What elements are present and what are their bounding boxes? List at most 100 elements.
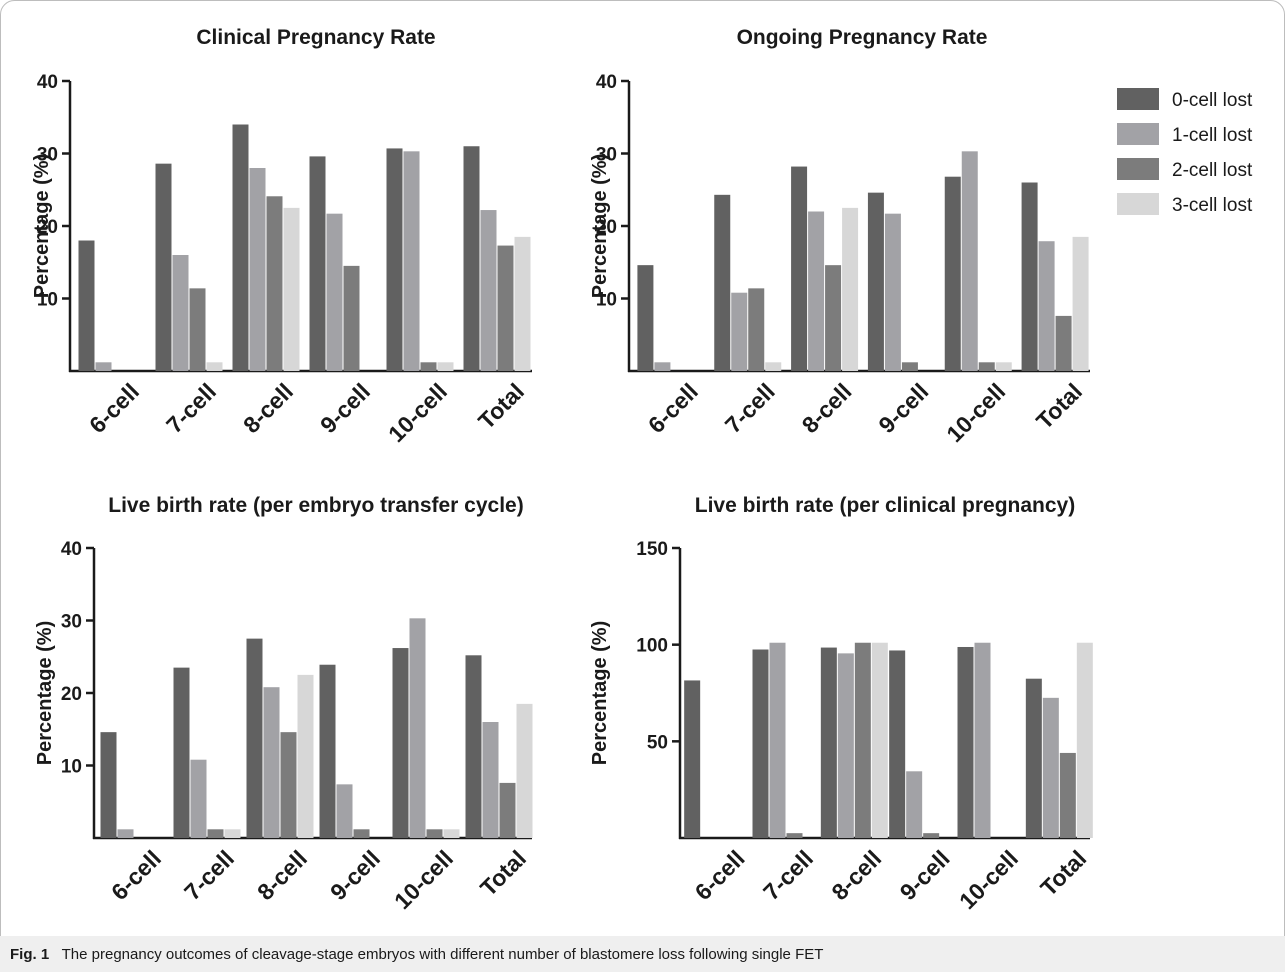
- bar: [280, 732, 297, 838]
- bar: [173, 667, 190, 838]
- bar: [499, 782, 516, 838]
- bar: [386, 148, 403, 371]
- bar: [752, 649, 769, 838]
- bar: [1021, 182, 1038, 371]
- bar: [309, 156, 326, 371]
- y-tick-label: 20: [61, 684, 82, 705]
- bar: [791, 166, 808, 371]
- legend-label: 3-cell lost: [1172, 195, 1253, 216]
- bar: [78, 240, 95, 371]
- y-tick-label: 20: [37, 217, 58, 238]
- y-axis-label: Percentage (%): [34, 621, 56, 766]
- bar: [497, 245, 514, 371]
- bar: [514, 236, 531, 371]
- bar: [1076, 642, 1093, 838]
- bar: [923, 833, 940, 838]
- bar: [403, 151, 420, 371]
- y-tick-label: 40: [61, 539, 82, 560]
- bar: [343, 265, 360, 371]
- bar: [155, 163, 172, 371]
- bar: [392, 648, 409, 838]
- bar: [319, 664, 336, 838]
- bar: [206, 362, 223, 371]
- legend-swatch: [1117, 123, 1159, 145]
- bar: [978, 362, 995, 371]
- legend-label: 2-cell lost: [1172, 160, 1253, 181]
- bar: [336, 784, 353, 838]
- y-tick-label: 20: [596, 217, 617, 238]
- bar: [283, 207, 300, 371]
- bar: [1059, 752, 1076, 838]
- y-tick-label: 50: [647, 732, 668, 753]
- bar: [95, 362, 112, 371]
- bar: [842, 207, 859, 371]
- bar: [189, 288, 206, 371]
- y-axis-label: Percentage (%): [589, 154, 611, 299]
- legend-swatch: [1117, 193, 1159, 215]
- bar: [443, 829, 460, 838]
- bar: [409, 618, 426, 838]
- y-tick-label: 40: [37, 72, 58, 93]
- caption-text: The pregnancy outcomes of cleavage-stage…: [62, 946, 824, 963]
- bar: [957, 646, 974, 838]
- y-tick-label: 150: [636, 539, 668, 560]
- y-tick-label: 30: [596, 145, 617, 166]
- bar: [326, 213, 343, 371]
- bar: [820, 647, 837, 838]
- bar: [995, 362, 1012, 371]
- bar: [808, 211, 825, 371]
- bar: [224, 829, 241, 838]
- bar: [1042, 697, 1059, 838]
- bar: [961, 151, 978, 371]
- y-tick-label: 10: [596, 290, 617, 311]
- legend-swatch: [1117, 88, 1159, 110]
- bar: [748, 288, 765, 371]
- legend-swatch: [1117, 158, 1159, 180]
- legend-label: 0-cell lost: [1172, 90, 1253, 111]
- bar: [263, 687, 280, 838]
- bar: [465, 655, 482, 838]
- bar: [117, 829, 134, 838]
- bar: [684, 680, 701, 838]
- bar: [944, 176, 961, 371]
- panel-title: Ongoing Pregnancy Rate: [737, 26, 988, 49]
- bar: [482, 722, 499, 838]
- panel-title: Live birth rate (per clinical pregnancy): [695, 494, 1075, 517]
- bar: [654, 362, 671, 371]
- legend: 0-cell lost 1-cell lost 2-cell lost 3-cell …: [1117, 88, 1253, 216]
- bar: [871, 642, 888, 838]
- bar: [1072, 236, 1089, 371]
- bar: [906, 771, 923, 838]
- bar: [172, 255, 189, 371]
- y-tick-label: 30: [37, 145, 58, 166]
- bar: [901, 362, 918, 371]
- bar: [516, 703, 533, 838]
- bar: [637, 265, 654, 371]
- y-tick-label: 40: [596, 72, 617, 93]
- bar: [867, 192, 884, 371]
- bar: [100, 732, 117, 838]
- bar: [463, 146, 480, 371]
- bar: [786, 833, 803, 838]
- caption-prefix: Fig. 1: [10, 946, 49, 963]
- panel-title: Clinical Pregnancy Rate: [196, 26, 435, 49]
- y-axis-label: Percentage (%): [31, 154, 53, 299]
- bar: [714, 194, 731, 371]
- y-tick-label: 30: [61, 612, 82, 633]
- bar: [731, 292, 748, 371]
- bar: [426, 829, 443, 838]
- bar: [266, 196, 283, 371]
- bar: [854, 642, 871, 838]
- bar: [1038, 241, 1055, 371]
- figure-caption: Fig. 1 The pregnancy outcomes of cleavag…: [10, 946, 823, 963]
- bar: [825, 265, 842, 371]
- bar: [765, 362, 782, 371]
- bar: [837, 653, 854, 838]
- bar: [249, 168, 266, 371]
- bar: [1025, 678, 1042, 838]
- bar: [437, 362, 454, 371]
- panel-title: Live birth rate (per embryo transfer cyc…: [108, 494, 523, 517]
- y-tick-label: 10: [37, 290, 58, 311]
- bar: [884, 213, 901, 371]
